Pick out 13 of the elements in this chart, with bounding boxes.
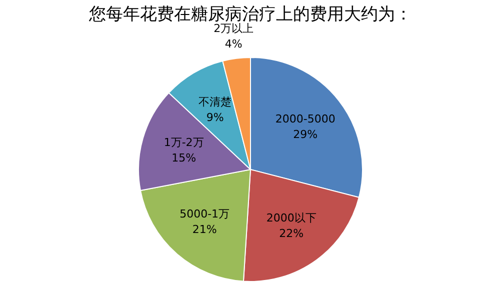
slice-label: 2000以下 [266, 211, 316, 224]
data-label: 22% [279, 226, 304, 240]
slice-label: 5000-1万 [180, 207, 230, 220]
slice-label: 1万-2万 [164, 136, 204, 149]
data-label: 4% [224, 37, 242, 50]
slice-label: 不清楚 [198, 95, 232, 108]
data-label: 29% [293, 128, 318, 142]
data-label: 15% [172, 151, 196, 164]
data-label: 9% [206, 111, 224, 124]
chart-title: 您每年花费在糖尿病治疗上的费用大约为： [88, 4, 412, 24]
slice-label: 2000-5000 [275, 112, 336, 126]
slice-label: 2万以上 [214, 22, 254, 35]
data-label: 21% [192, 222, 217, 236]
